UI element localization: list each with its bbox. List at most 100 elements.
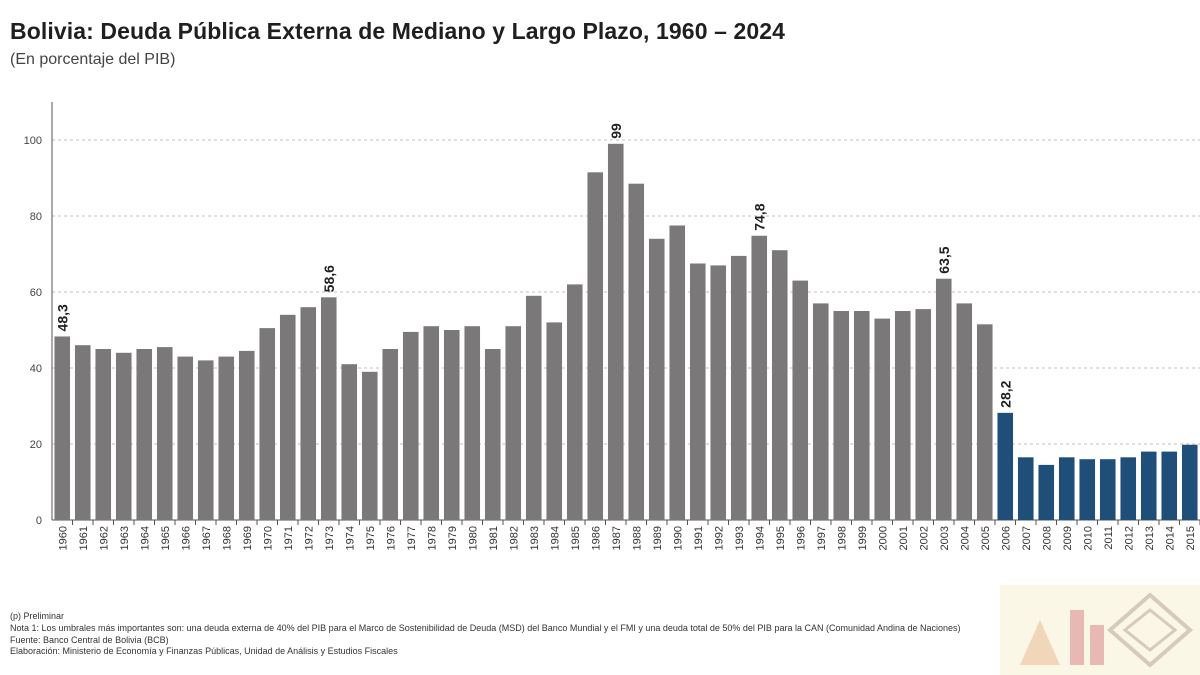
bar-1974 [341, 364, 358, 520]
x-tick-label-1998: 1998 [836, 526, 848, 550]
bar-1982 [505, 326, 522, 520]
x-tick-label-1986: 1986 [590, 526, 602, 550]
data-label-2003: 63,5 [936, 246, 952, 273]
bar-1977 [402, 331, 419, 520]
x-tick-label-1982: 1982 [508, 526, 520, 550]
footnotes: (p) Preliminar Nota 1: Los umbrales más … [10, 611, 1195, 658]
x-tick-label-1961: 1961 [78, 526, 90, 550]
x-tick-label-1981: 1981 [488, 526, 500, 550]
data-label-1973: 58,6 [321, 265, 337, 292]
bar-1964 [136, 349, 153, 520]
x-tick-label-1991: 1991 [693, 526, 705, 550]
bar-1983 [525, 295, 542, 520]
y-tick-label: 60 [30, 287, 42, 299]
x-tick-label-1968: 1968 [221, 526, 233, 550]
x-tick-label-2007: 2007 [1021, 526, 1033, 550]
bar-1993 [730, 255, 747, 520]
bar-1978 [423, 326, 440, 520]
y-tick-label: 20 [30, 439, 42, 451]
x-tick-label-1975: 1975 [365, 526, 377, 550]
bar-1967 [197, 360, 214, 520]
x-tick-label-2010: 2010 [1082, 526, 1094, 550]
bar-1994 [751, 235, 768, 520]
x-tick-label-1996: 1996 [795, 526, 807, 550]
x-tick-label-2008: 2008 [1041, 526, 1053, 550]
bar-1976 [382, 349, 399, 520]
bar-2008 [1038, 464, 1055, 520]
x-tick-label-1990: 1990 [672, 526, 684, 550]
x-tick-label-1966: 1966 [180, 526, 192, 550]
bar-2004 [956, 303, 973, 520]
x-tick-label-1997: 1997 [816, 526, 828, 550]
bar-1996 [792, 280, 809, 520]
bar-1966 [177, 356, 194, 520]
x-tick-label-1971: 1971 [283, 526, 295, 550]
x-tick-label-2013: 2013 [1144, 526, 1156, 550]
bar-1991 [689, 263, 706, 520]
x-tick-label-1976: 1976 [385, 526, 397, 550]
bar-1972 [300, 307, 317, 520]
x-tick-label-2003: 2003 [939, 526, 951, 550]
bar-2012 [1120, 457, 1137, 520]
x-tick-label-1984: 1984 [549, 526, 561, 550]
bar-2015 [1181, 444, 1198, 520]
ministry-logo-watermark [1000, 585, 1200, 675]
x-tick-label-2015: 2015 [1185, 526, 1197, 550]
x-tick-label-1980: 1980 [467, 526, 479, 550]
x-tick-label-2014: 2014 [1164, 526, 1176, 550]
bar-2006 [997, 412, 1014, 520]
chart-title: Bolivia: Deuda Pública Externa de Median… [10, 18, 786, 44]
x-tick-label-1978: 1978 [426, 526, 438, 550]
bar-2005 [976, 324, 993, 520]
x-tick-label-1977: 1977 [406, 526, 418, 550]
note-elaboration: Elaboración: Ministerio de Economía y Fi… [10, 646, 398, 657]
bar-2000 [874, 318, 891, 520]
x-tick-label-1989: 1989 [652, 526, 664, 550]
data-label-2006: 28,2 [997, 380, 1013, 407]
bar-1969 [238, 350, 255, 520]
bar-2002 [915, 309, 932, 520]
bar-1995 [771, 250, 788, 520]
bar-2003 [935, 278, 952, 520]
x-tick-label-1992: 1992 [713, 526, 725, 550]
x-tick-label-2006: 2006 [1000, 526, 1012, 550]
x-tick-label-1987: 1987 [611, 526, 623, 550]
bar-2013 [1140, 451, 1157, 520]
x-tick-label-1999: 1999 [857, 526, 869, 550]
bar-1973 [320, 297, 337, 520]
y-tick-label: 0 [36, 515, 42, 527]
y-tick-label: 40 [30, 363, 42, 375]
x-tick-label-1979: 1979 [447, 526, 459, 550]
x-tick-label-1965: 1965 [160, 526, 172, 550]
bar-1992 [710, 265, 727, 520]
data-label-1987: 99 [608, 123, 624, 139]
x-tick-label-1985: 1985 [570, 526, 582, 550]
x-tick-label-1964: 1964 [139, 526, 151, 550]
x-tick-label-2002: 2002 [918, 526, 930, 550]
chart-subtitle: (En porcentaje del PIB) [10, 51, 176, 68]
x-tick-label-1995: 1995 [775, 526, 787, 550]
x-tick-label-1962: 1962 [98, 526, 110, 550]
bar-1961 [74, 345, 91, 520]
x-tick-label-2001: 2001 [898, 526, 910, 550]
x-tick-label-2012: 2012 [1123, 526, 1135, 550]
bar-1989 [648, 238, 665, 521]
bar-2001 [894, 311, 911, 520]
bar-1965 [156, 347, 173, 520]
x-tick-label-1973: 1973 [324, 526, 336, 550]
x-tick-label-2011: 2011 [1103, 526, 1115, 550]
bar-1968 [218, 356, 235, 520]
data-label-1994: 74,8 [751, 203, 767, 230]
y-tick-label: 100 [24, 135, 42, 147]
x-tick-label-1983: 1983 [529, 526, 541, 550]
note-thresholds: Nota 1: Los umbrales más importantes son… [10, 622, 961, 633]
x-tick-label-1972: 1972 [303, 526, 315, 550]
bar-1997 [812, 303, 829, 520]
bar-1988 [628, 183, 645, 520]
bar-2009 [1058, 457, 1075, 520]
x-tick-label-2005: 2005 [980, 526, 992, 550]
x-tick-label-1994: 1994 [754, 526, 766, 550]
x-tick-label-2009: 2009 [1062, 526, 1074, 550]
bar-2011 [1099, 459, 1116, 520]
bar-1980 [464, 326, 481, 520]
